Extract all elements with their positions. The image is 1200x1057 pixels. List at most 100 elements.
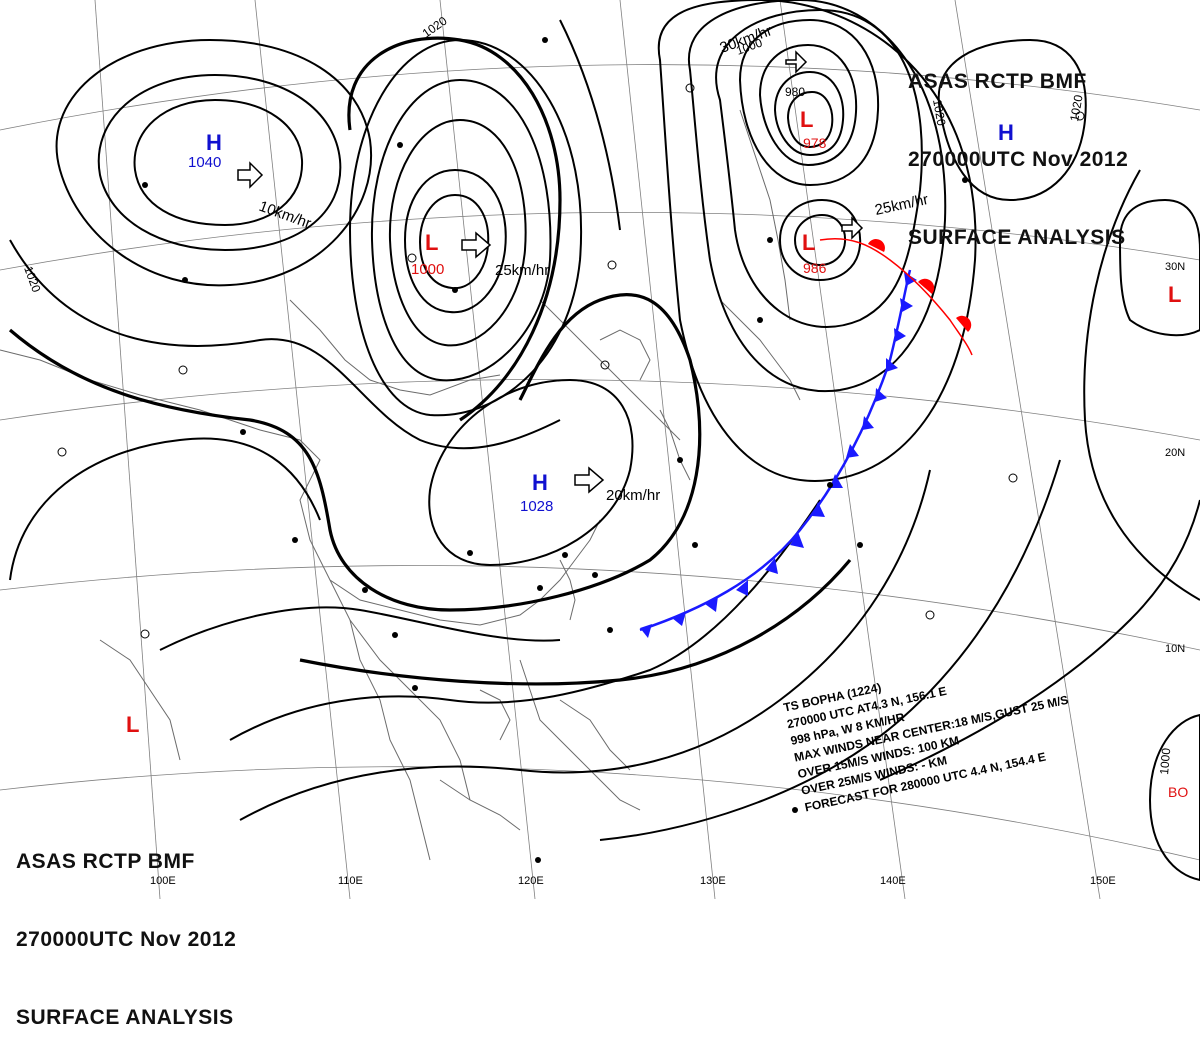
meridian-130e	[619, 0, 716, 899]
isobar-ring	[133, 98, 304, 227]
parallel-40n	[0, 64, 1200, 131]
isobar-ring	[715, 8, 923, 328]
motion-label: 20km/hr	[606, 487, 660, 504]
movement-arrows	[237, 50, 864, 494]
isobar-ring	[1118, 198, 1200, 337]
arrow-icon	[461, 231, 492, 259]
longitude-label: 100E	[150, 875, 176, 887]
isobar-ring	[937, 38, 1087, 202]
parallel-30n	[0, 212, 1200, 271]
station-circle	[1075, 111, 1085, 121]
isobar-open	[879, 499, 1200, 781]
station-circle	[925, 610, 935, 620]
motion-label: 25km/hr	[495, 262, 549, 279]
station-dot	[467, 550, 473, 556]
isobar-label: 980	[785, 85, 805, 99]
isobar-open	[559, 19, 621, 231]
arrow-icon	[237, 161, 264, 189]
station-plots-open	[57, 83, 1085, 639]
cold-front	[639, 269, 917, 638]
isobar-label: 1020	[1067, 93, 1085, 122]
station-dot	[240, 429, 246, 435]
longitude-label: 130E	[700, 875, 726, 887]
arrow-icon	[785, 50, 808, 74]
isobar-thick	[347, 36, 562, 422]
low-center-label: L	[1168, 282, 1181, 307]
low-center-label: L	[802, 230, 815, 255]
isobar-ring	[786, 90, 834, 149]
isobar-ring	[793, 213, 847, 267]
station-dot	[607, 627, 613, 633]
warm-front	[819, 238, 973, 356]
station-dot	[537, 585, 543, 591]
longitude-label: 110E	[338, 875, 363, 887]
station-dot	[857, 542, 863, 548]
isobar-open	[9, 239, 561, 450]
isobar-ring	[773, 70, 845, 157]
isobar-open	[599, 459, 1061, 841]
isobar-open	[159, 606, 561, 651]
high-center-label: H	[206, 130, 222, 155]
longitude-label: 150E	[1090, 875, 1116, 887]
isobar-open	[229, 499, 821, 741]
meridian-150e	[954, 0, 1101, 899]
parallel-0n	[0, 766, 1200, 861]
station-dot	[767, 237, 773, 243]
meridian-140e	[779, 0, 906, 899]
header-bottom-line2: 270000UTC Nov 2012	[16, 928, 237, 951]
header-bottom-line3: SURFACE ANALYSIS	[16, 1006, 234, 1029]
latitude-label: 20N	[1165, 447, 1185, 459]
isobar-thick	[8, 293, 702, 612]
station-circle	[1008, 473, 1018, 483]
isobar-ring	[388, 118, 527, 347]
pressure-centers: H 1040 L 1000 L 978 L 986 H 1028 H L L B…	[126, 107, 1188, 800]
isobars	[9, 0, 1200, 882]
isobar-ring	[428, 378, 634, 567]
high-center-value: 1040	[188, 154, 221, 171]
station-dot	[692, 542, 698, 548]
low-center-label: L	[425, 230, 438, 255]
station-dot	[562, 552, 568, 558]
isobar-open	[239, 469, 931, 821]
header-top: ASAS RCTP BMF 270000UTC Nov 2012 SURFACE…	[908, 17, 1128, 277]
header-top-line3: SURFACE ANALYSIS	[908, 226, 1126, 249]
header-bottom-line1: ASAS RCTP BMF	[16, 850, 195, 873]
header-top-line1: ASAS RCTP BMF	[908, 70, 1087, 93]
isobar-ring	[370, 78, 552, 382]
isobar-ring	[738, 18, 880, 187]
station-dot	[757, 317, 763, 323]
header-bottom: ASAS RCTP BMF 270000UTC Nov 2012 SURFACE…	[16, 797, 236, 1057]
station-circle	[140, 629, 150, 639]
parallel-10n	[0, 565, 1200, 651]
isobar-thick	[299, 558, 852, 686]
station-dot	[452, 287, 458, 293]
station-dot	[362, 587, 368, 593]
low-center-value: 978	[803, 135, 827, 151]
high-center-value: 1028	[520, 498, 553, 515]
header-top-line2: 270000UTC Nov 2012	[908, 148, 1129, 171]
isobar-open	[1083, 169, 1200, 601]
station-circle	[607, 260, 617, 270]
station-circle	[178, 365, 188, 375]
thick-isobars	[8, 36, 852, 686]
station-dot	[827, 482, 833, 488]
station-dot	[412, 685, 418, 691]
low-center-label: L	[800, 107, 813, 132]
isobar-ring	[778, 198, 862, 282]
longitude-label: 140E	[880, 875, 906, 887]
isobar-ring	[348, 38, 583, 417]
station-dot	[792, 807, 798, 813]
arrow-icon	[574, 466, 605, 494]
high-center-label: H	[998, 120, 1014, 145]
isobar-ring	[758, 43, 858, 167]
low-center-label: BO	[1168, 784, 1188, 800]
isobar-ring	[1148, 713, 1200, 882]
station-plots	[142, 37, 968, 863]
meridian-120e	[439, 0, 536, 899]
station-dot	[962, 177, 968, 183]
latitude-label: 10N	[1165, 643, 1185, 655]
longitude-label: 120E	[518, 875, 544, 887]
grid-labels: 100E 110E 120E 130E 140E 150E 30N 20N 10…	[150, 261, 1185, 887]
low-center-value: 986	[803, 260, 827, 276]
station-dot	[592, 572, 598, 578]
